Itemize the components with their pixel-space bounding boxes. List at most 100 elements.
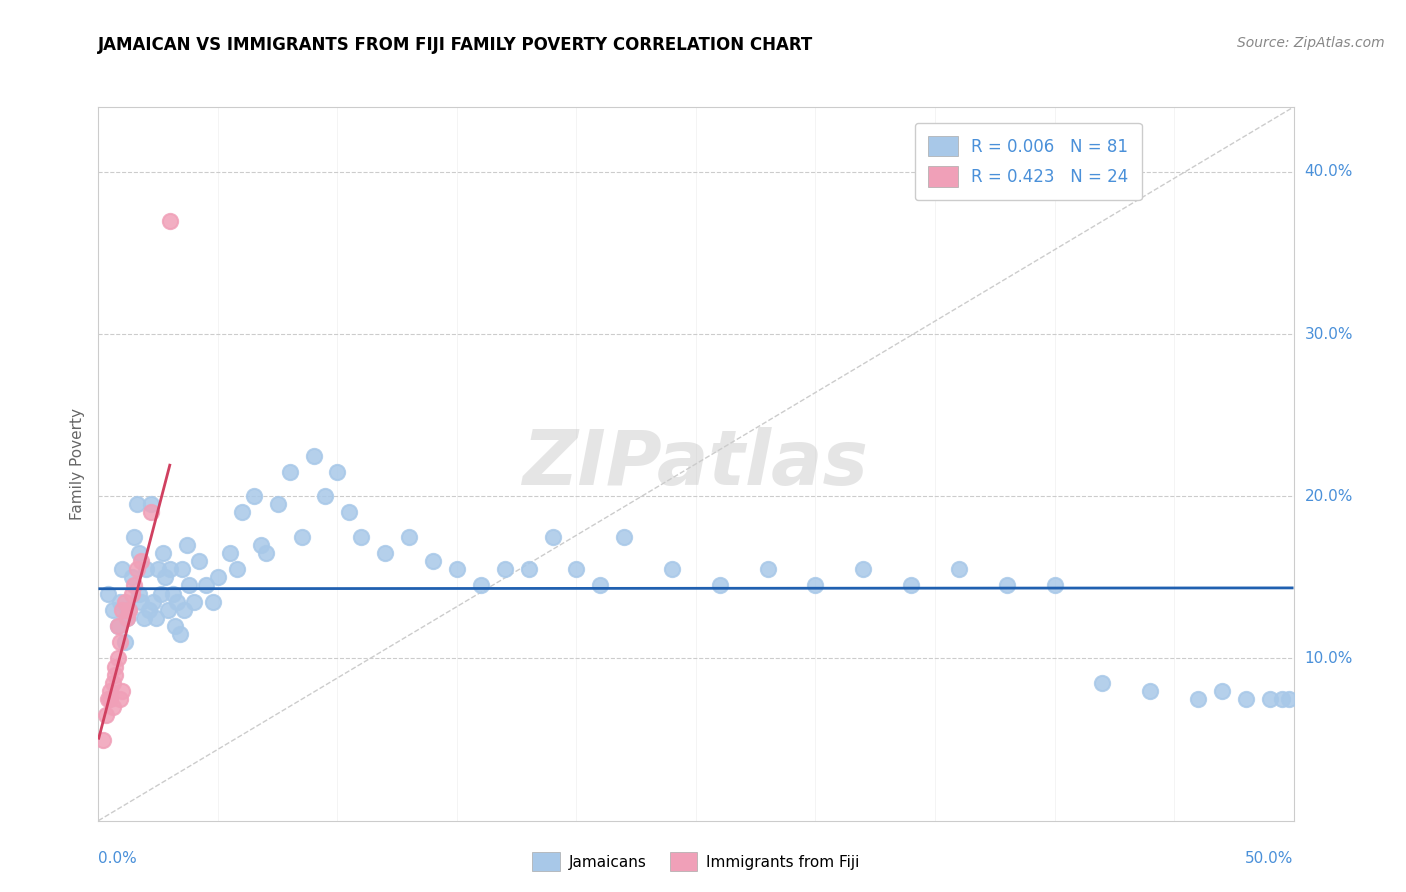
Point <box>852 562 875 576</box>
Point <box>159 562 181 576</box>
Point <box>315 489 337 503</box>
Point <box>108 692 131 706</box>
Point <box>565 562 588 576</box>
Text: 40.0%: 40.0% <box>1305 164 1353 179</box>
Point <box>118 603 141 617</box>
Point <box>114 595 136 609</box>
Text: 30.0%: 30.0% <box>1305 326 1353 342</box>
Point <box>589 578 612 592</box>
Point <box>337 506 360 520</box>
Point <box>398 530 420 544</box>
Point <box>169 627 191 641</box>
Point <box>290 530 312 544</box>
Point <box>179 578 201 592</box>
Point <box>166 595 188 609</box>
Point <box>101 675 124 690</box>
Point <box>494 562 516 576</box>
Point <box>226 562 249 576</box>
Point <box>152 546 174 560</box>
Point <box>267 497 290 511</box>
Point <box>1187 692 1209 706</box>
Point <box>194 578 217 592</box>
Point <box>114 635 136 649</box>
Point <box>254 546 277 560</box>
Text: 0.0%: 0.0% <box>98 851 138 866</box>
Point <box>132 611 155 625</box>
Point <box>111 603 134 617</box>
Text: JAMAICAN VS IMMIGRANTS FROM FIJI FAMILY POVERTY CORRELATION CHART: JAMAICAN VS IMMIGRANTS FROM FIJI FAMILY … <box>98 36 814 54</box>
Point <box>1211 684 1233 698</box>
Point <box>111 684 134 698</box>
Point <box>131 554 153 568</box>
Point <box>155 570 177 584</box>
Point <box>374 546 396 560</box>
Point <box>124 578 146 592</box>
Point <box>111 562 134 576</box>
Point <box>97 586 120 600</box>
Point <box>173 603 195 617</box>
Point <box>138 603 160 617</box>
Legend: Jamaicans, Immigrants from Fiji: Jamaicans, Immigrants from Fiji <box>526 847 866 877</box>
Point <box>121 586 143 600</box>
Point <box>1091 675 1114 690</box>
Point <box>159 213 181 227</box>
Point <box>118 603 141 617</box>
Point <box>278 465 301 479</box>
Text: 20.0%: 20.0% <box>1305 489 1353 504</box>
Point <box>613 530 636 544</box>
Point <box>219 546 242 560</box>
Point <box>172 562 194 576</box>
Text: 10.0%: 10.0% <box>1305 651 1353 666</box>
Point <box>1258 692 1281 706</box>
Point <box>107 651 129 665</box>
Point <box>97 692 120 706</box>
Point <box>804 578 827 592</box>
Point <box>541 530 564 544</box>
Point <box>900 578 922 592</box>
Point <box>243 489 266 503</box>
Point <box>326 465 349 479</box>
Point <box>231 506 253 520</box>
Point <box>187 554 209 568</box>
Point <box>135 562 157 576</box>
Point <box>145 611 167 625</box>
Y-axis label: Family Poverty: Family Poverty <box>69 408 84 520</box>
Point <box>125 562 148 576</box>
Point <box>995 578 1018 592</box>
Point <box>1139 684 1161 698</box>
Point <box>948 562 970 576</box>
Point <box>661 562 683 576</box>
Point <box>108 595 131 609</box>
Point <box>148 562 170 576</box>
Point <box>517 562 540 576</box>
Point <box>709 578 731 592</box>
Point <box>162 586 184 600</box>
Point <box>101 700 124 714</box>
Point <box>163 619 186 633</box>
Text: ZIPatlas: ZIPatlas <box>523 427 869 500</box>
Point <box>756 562 779 576</box>
Point <box>176 538 198 552</box>
Point <box>350 530 373 544</box>
Point <box>101 603 124 617</box>
Point <box>128 546 150 560</box>
Point <box>125 497 148 511</box>
Point <box>202 595 225 609</box>
Point <box>91 732 114 747</box>
Point <box>183 595 205 609</box>
Point <box>302 449 325 463</box>
Point <box>115 611 138 625</box>
Point <box>1043 578 1066 592</box>
Point <box>207 570 229 584</box>
Point <box>128 586 150 600</box>
Point <box>142 595 165 609</box>
Point <box>121 570 143 584</box>
Point <box>1271 692 1294 706</box>
Point <box>104 659 127 673</box>
Point <box>98 684 122 698</box>
Point <box>104 667 127 681</box>
Point <box>108 635 131 649</box>
Point <box>1278 692 1301 706</box>
Point <box>115 611 138 625</box>
Point <box>470 578 492 592</box>
